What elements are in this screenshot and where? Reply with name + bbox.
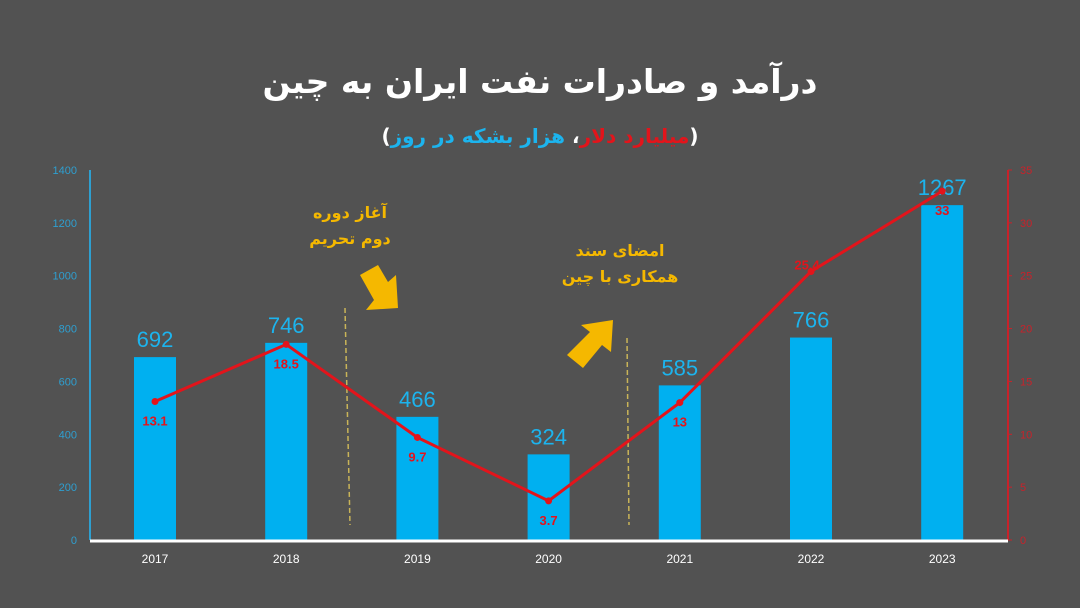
bar-2017 [134, 357, 176, 540]
arrow-up-right-icon [567, 320, 613, 368]
revenue-point-2017 [151, 398, 159, 406]
bar-value-label: 746 [268, 313, 305, 338]
x-axis-label: 2019 [404, 552, 431, 566]
bar-2022 [790, 337, 832, 540]
right-axis-tick-label: 0 [1020, 535, 1026, 547]
revenue-value-label: 9.7 [408, 449, 426, 464]
chart-title: درآمد و صادرات نفت ایران به چین [262, 62, 818, 101]
arrow-down-right-icon [360, 265, 398, 310]
revenue-point-2018 [282, 340, 290, 348]
revenue-point-2019 [413, 433, 421, 441]
chart-subtitle: (میلیارد دلار، هزار بشکه در روز) [0, 124, 1080, 148]
left-axis-tick-label: 1200 [53, 218, 77, 230]
revenue-value-label: 13 [673, 415, 687, 430]
bar-2020 [527, 454, 570, 540]
x-axis-label: 2023 [929, 552, 956, 566]
right-axis-tick-label: 5 [1020, 482, 1026, 494]
right-axis-tick-label: 25 [1020, 271, 1032, 283]
revenue-point-2023 [938, 187, 946, 195]
dashed-separator-2018-2019 [344, 307, 351, 526]
x-axis-label: 2017 [142, 552, 169, 566]
left-axis-tick-label: 200 [59, 482, 77, 494]
bar-2023 [921, 205, 964, 540]
bar-value-label: 466 [399, 387, 436, 412]
left-axis-tick-label: 800 [59, 324, 77, 336]
subtitle-separator: ، [565, 124, 580, 148]
right-axis-tick-label: 35 [1020, 165, 1032, 177]
bar-2018 [265, 342, 308, 540]
annotation-sanctions: آغاز دوره دوم تحریم [290, 200, 410, 252]
x-axis-label: 2021 [666, 552, 693, 566]
revenue-value-label: 3.7 [540, 513, 558, 528]
left-axis-tick-label: 400 [59, 429, 77, 441]
left-axis-tick-label: 1400 [53, 165, 77, 177]
x-axis-label: 2018 [273, 552, 300, 566]
dashed-separator-2020-2021 [626, 337, 630, 526]
bar-value-label: 585 [661, 355, 698, 380]
annotation-agreement-line2: همکاری با چین [561, 267, 679, 286]
revenue-point-2022 [807, 267, 815, 275]
revenue-point-2020 [545, 497, 553, 505]
revenue-value-label: 13.1 [142, 414, 167, 429]
bar-2021 [658, 385, 701, 540]
revenue-value-label: 18.5 [274, 356, 299, 371]
subtitle-revenue-unit: میلیارد دلار [579, 124, 690, 148]
right-axis-tick-label: 30 [1020, 218, 1032, 230]
annotation-china-agreement: امضای سند همکاری با چین [550, 238, 690, 290]
subtitle-open-paren: ( [689, 124, 699, 148]
revenue-value-label: 25.4 [794, 257, 820, 272]
annotation-agreement-line1: امضای سند [575, 241, 665, 260]
bar-value-label: 766 [793, 308, 830, 333]
annotation-sanctions-line1: آغاز دوره [312, 203, 387, 222]
right-axis-tick-label: 10 [1020, 429, 1032, 441]
left-axis-tick-label: 1000 [53, 271, 77, 283]
right-axis-tick-label: 20 [1020, 324, 1032, 336]
left-axis-tick-label: 0 [71, 535, 77, 547]
x-axis-label: 2020 [535, 552, 562, 566]
revenue-point-2021 [676, 399, 684, 407]
x-axis-label: 2022 [798, 552, 825, 566]
subtitle-volume-unit: هزار بشکه در روز [390, 124, 566, 148]
bar-value-label: 324 [530, 424, 567, 449]
subtitle-close-paren: ) [381, 124, 391, 148]
annotation-sanctions-line2: دوم تحریم [309, 229, 391, 248]
bar-value-label: 692 [137, 327, 174, 352]
revenue-value-label: 33 [935, 203, 949, 218]
left-axis-tick-label: 600 [59, 376, 77, 388]
right-axis-tick-label: 15 [1020, 376, 1032, 388]
